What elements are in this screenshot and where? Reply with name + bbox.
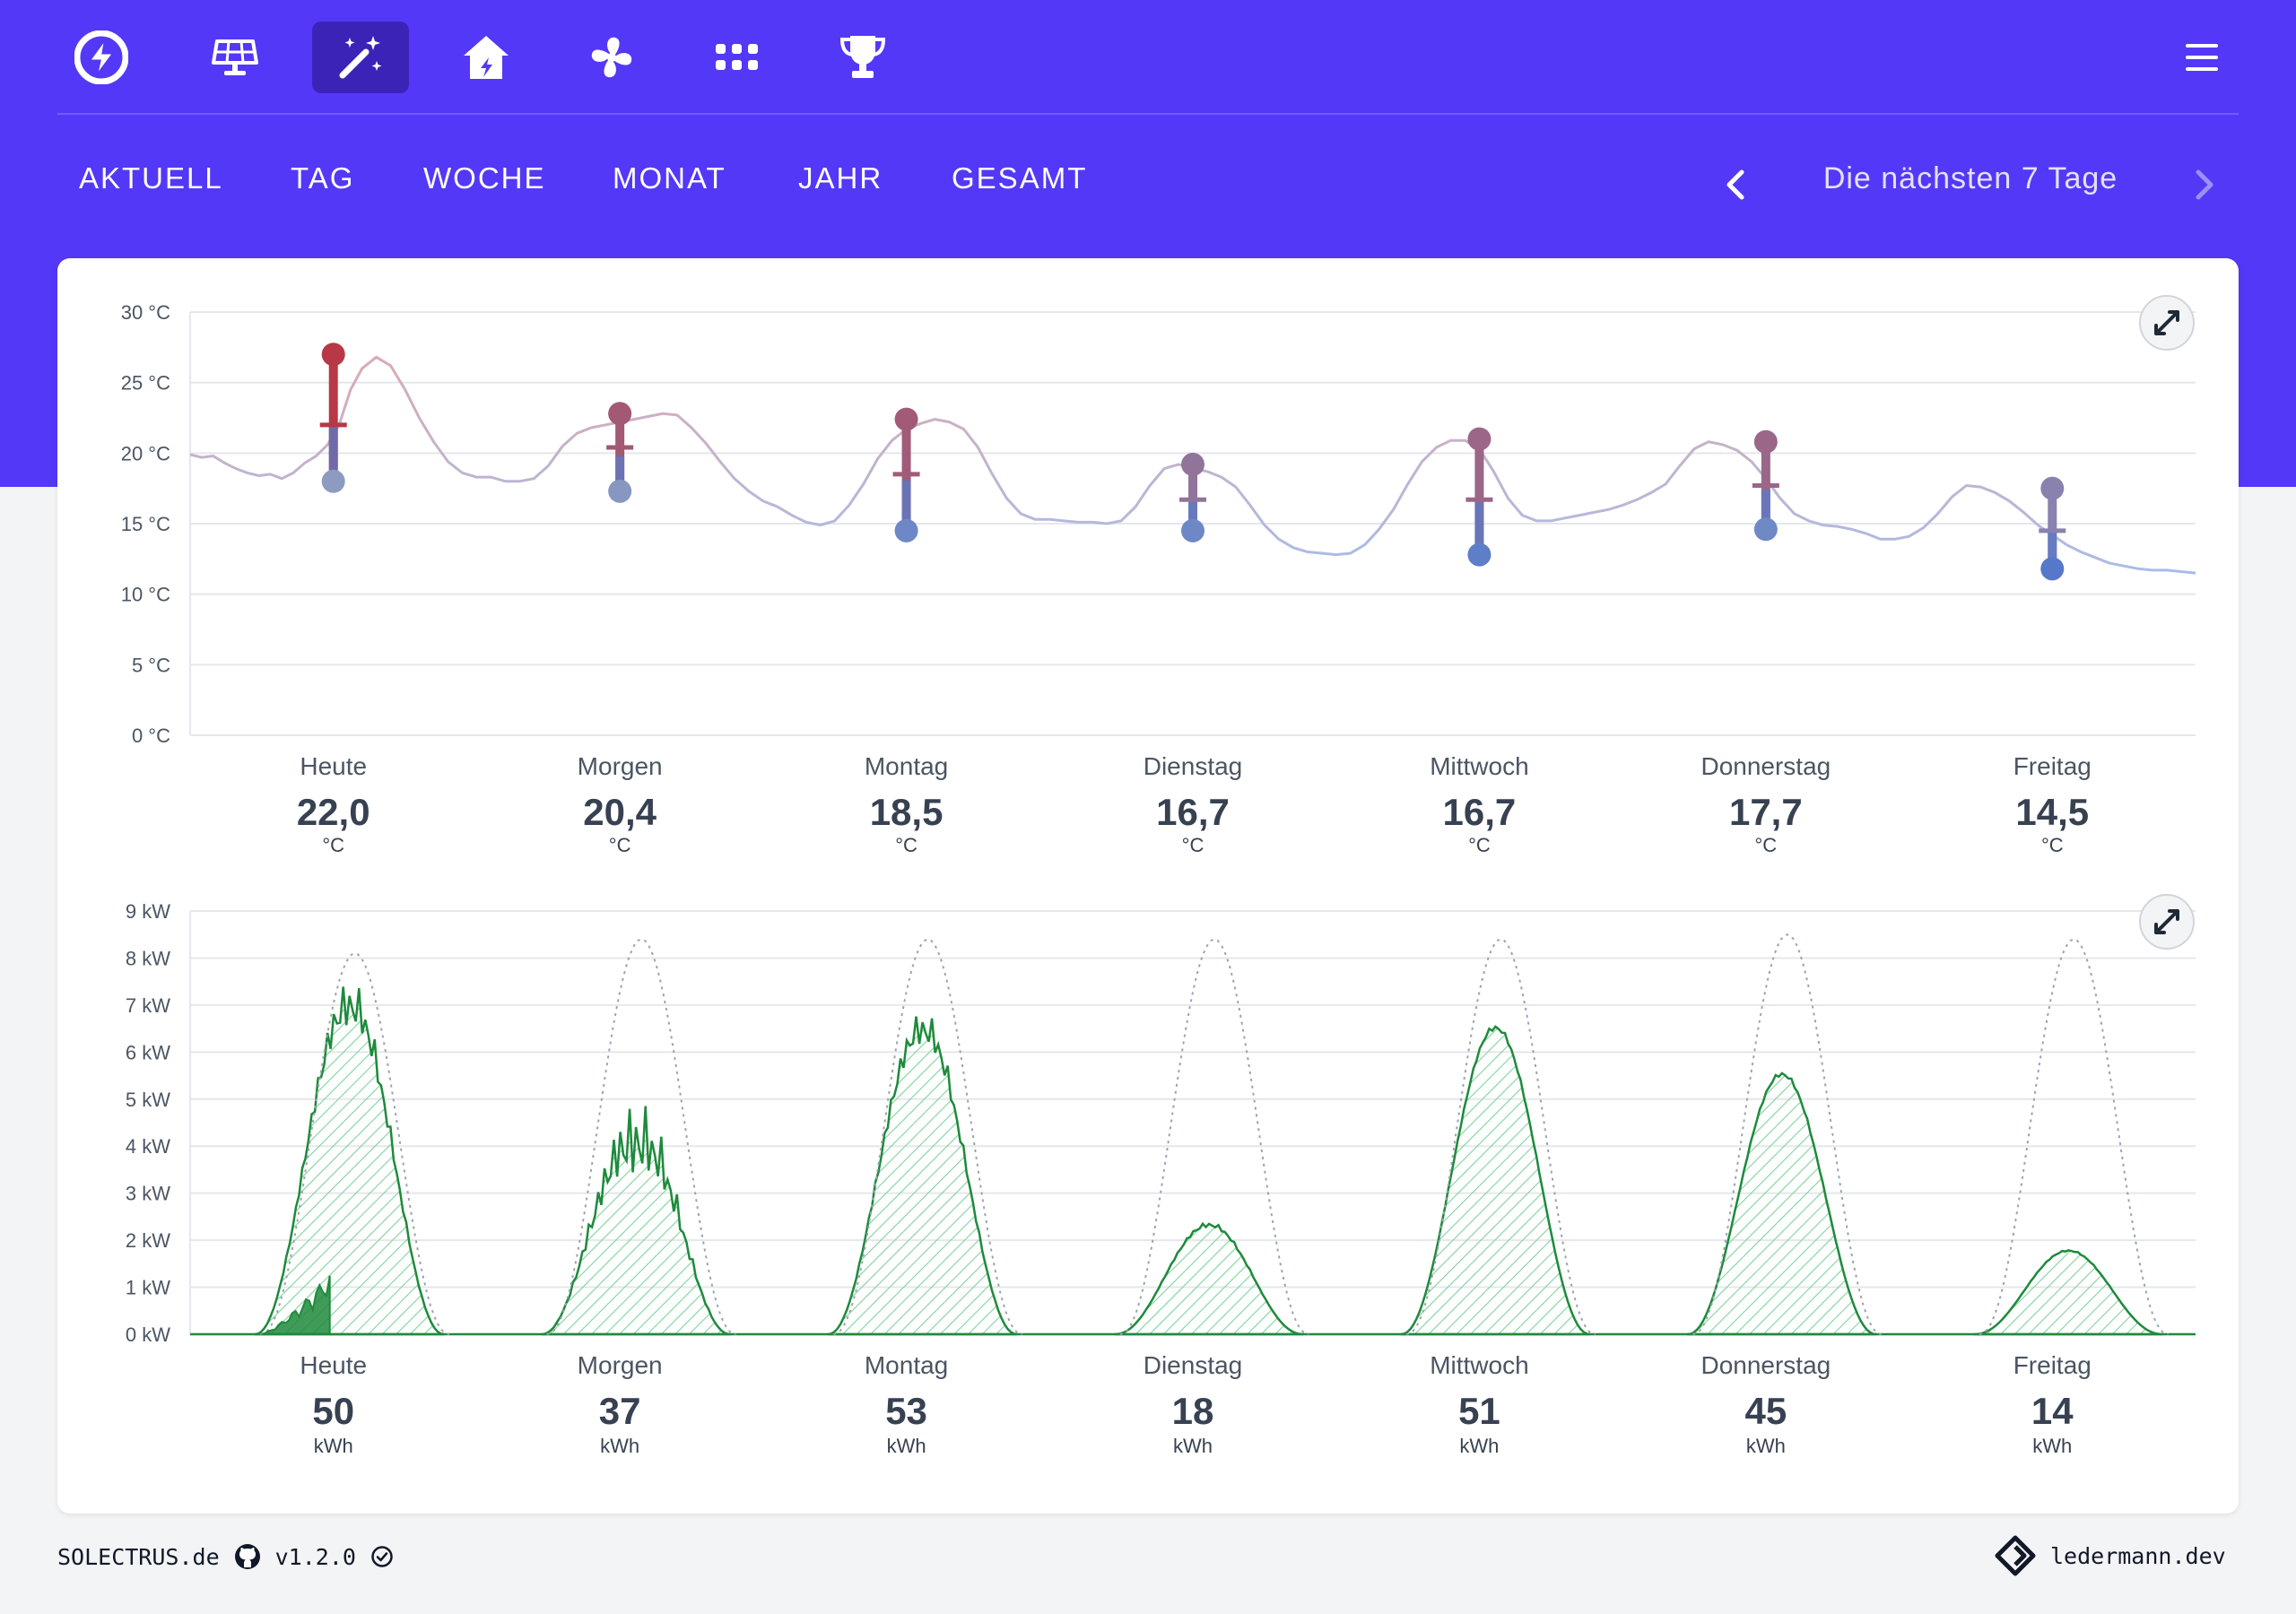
expand-pv-chart-button[interactable] xyxy=(2139,894,2195,950)
navbar-divider xyxy=(57,113,2239,115)
check-circle-icon xyxy=(371,1546,393,1567)
hamburger-menu-icon[interactable] xyxy=(2153,22,2250,93)
grid-icon[interactable] xyxy=(689,22,786,93)
expand-icon xyxy=(2154,310,2179,335)
github-icon[interactable] xyxy=(234,1543,261,1570)
forecast-card xyxy=(57,258,2239,1514)
ledermann-logo-icon[interactable] xyxy=(1995,1535,2036,1576)
tab-tag[interactable]: TAG xyxy=(291,161,355,195)
tab-monat[interactable]: MONAT xyxy=(613,161,726,195)
bolt-logo-icon[interactable] xyxy=(53,22,150,93)
footer-version[interactable]: v1.2.0 xyxy=(274,1543,356,1570)
footer-brand-link[interactable]: SOLECTRUS.de xyxy=(57,1543,220,1570)
tab-aktuell[interactable]: AKTUELL xyxy=(79,161,223,195)
magic-wand-icon[interactable] xyxy=(312,22,409,93)
expand-icon xyxy=(2154,909,2179,934)
tab-gesamt[interactable]: GESAMT xyxy=(952,161,1088,195)
expand-temperature-chart-button[interactable] xyxy=(2139,295,2195,351)
tab-jahr[interactable]: JAHR xyxy=(798,161,883,195)
solar-panel-icon[interactable] xyxy=(187,22,283,93)
period-navigation: Die nächsten 7 Tage xyxy=(1704,161,2242,215)
footer-right: ledermann.dev xyxy=(1995,1535,2226,1576)
footer-left: SOLECTRUS.de v1.2.0 xyxy=(57,1540,394,1573)
footer-author-link[interactable]: ledermann.dev xyxy=(2050,1542,2226,1569)
trophy-icon[interactable] xyxy=(814,22,911,93)
fan-icon[interactable] xyxy=(563,22,660,93)
house-icon[interactable] xyxy=(438,22,535,93)
period-label: Die nächsten 7 Tage xyxy=(1822,161,2118,195)
navbar xyxy=(0,0,2296,114)
chevron-right-icon[interactable] xyxy=(2186,167,2222,203)
tab-woche[interactable]: WOCHE xyxy=(423,161,546,195)
chevron-left-icon[interactable] xyxy=(1718,167,1754,203)
